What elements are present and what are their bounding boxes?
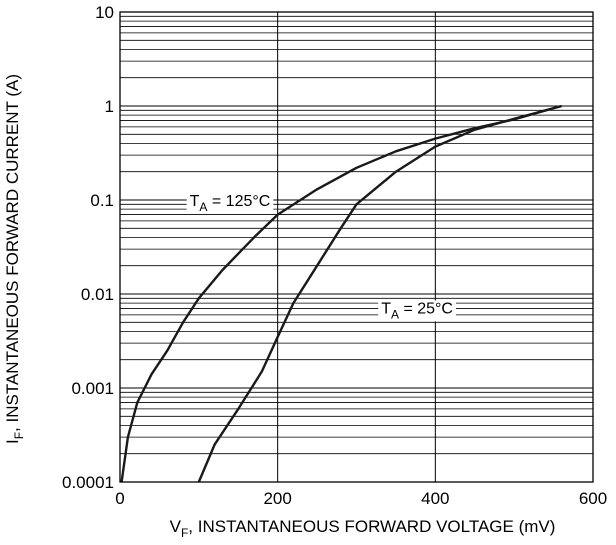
series-line-ta-125 — [120, 104, 562, 483]
x-tick-label: 0 — [115, 489, 124, 508]
annotation-label: TA = 125°C — [190, 193, 271, 214]
plot-frame — [119, 11, 594, 483]
x-axis-title: VF, INSTANTANEOUS FORWARD VOLTAGE (mV) — [170, 517, 556, 540]
y-tick-label: 0.001 — [71, 379, 114, 398]
annotation-background — [186, 193, 274, 214]
series-layer — [120, 104, 562, 483]
y-axis-title: IF, INSTANTANEOUS FORWARD CURRENT (A) — [3, 74, 26, 444]
y-tick-label: 0.01 — [81, 285, 114, 304]
series-line-ta-25 — [197, 104, 562, 483]
y-tick-label: 1 — [105, 97, 114, 116]
annotation-background — [378, 300, 456, 322]
annotation-label: TA = 25°C — [381, 300, 453, 321]
y-tick-label: 10 — [95, 3, 114, 22]
series-annotations: TA = 125°C TA = 25°C — [186, 193, 456, 322]
y-tick-labels: 0.0001 0.001 0.01 0.1 1 10 — [62, 3, 114, 492]
grid — [120, 12, 593, 483]
x-tick-label: 400 — [421, 489, 449, 508]
annotation-ta-125: TA = 125°C — [186, 193, 274, 214]
x-tick-labels: 0 200 400 600 — [115, 489, 607, 508]
annotation-ta-25: TA = 25°C — [378, 300, 456, 322]
x-tick-label: 600 — [579, 489, 607, 508]
x-tick-label: 200 — [263, 489, 291, 508]
y-tick-label: 0.0001 — [62, 473, 114, 492]
y-tick-label: 0.1 — [90, 191, 114, 210]
